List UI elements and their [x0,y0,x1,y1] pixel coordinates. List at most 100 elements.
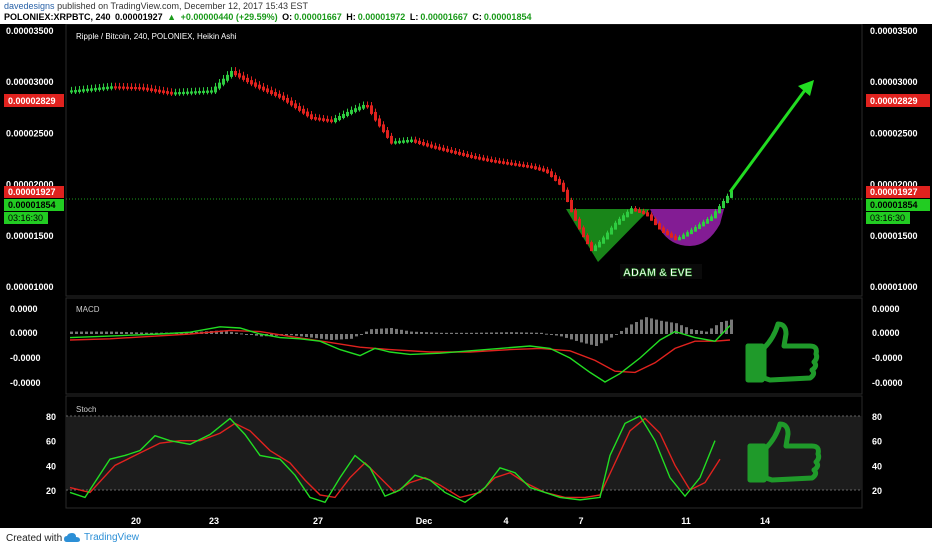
published-text: published on TradingView.com, December 1… [57,1,309,11]
candle-body [202,90,205,94]
thumbs-up-icon [745,321,820,383]
stoch-tick-left: 40 [46,461,56,471]
candle-body [562,182,565,192]
macd-histogram-bar [445,332,448,334]
price-tick-right: 0.00002000 [870,180,918,190]
macd-histogram-bar [365,331,368,334]
stoch-tick-right: 40 [872,461,882,471]
created-with-text: Created with [6,533,63,544]
macd-histogram-bar [215,330,218,334]
chart-svg[interactable]: Ripple / Bitcoin, 240, POLONIEX, Heikin … [0,23,932,528]
candle-body [690,229,693,235]
macd-histogram-bar [80,331,83,334]
price-tick-left: 0.00003000 [6,77,54,87]
price-tick-left: 0.00002500 [6,128,54,138]
candle-body [654,218,657,226]
macd-histogram-bar [630,324,633,334]
macd-histogram-bar [675,323,678,334]
candle-body [306,111,309,117]
candle-body [318,117,321,121]
candle-body [650,214,653,221]
macd-histogram-bar [230,331,233,334]
footer: Created with TradingView [0,528,932,550]
candle-body [586,235,589,245]
macd-histogram-bar [600,334,603,344]
candle-body [570,199,573,213]
macd-histogram-bar [730,319,733,334]
macd-histogram-bar [655,319,658,334]
candle-body [146,87,149,91]
candle-body [310,114,313,120]
candle-body [454,150,457,154]
macd-histogram-bar [140,332,143,334]
candle-body [314,117,317,120]
candle-body [142,87,145,90]
candle-body [278,93,281,98]
candle-body [198,91,201,94]
macd-histogram-bar [705,331,708,334]
header: davedesigns published on TradingView.com… [0,0,932,24]
candle-body [710,216,713,222]
macd-histogram-bar [625,327,628,334]
macd-histogram-bar [460,332,463,334]
price-tick-right: 0.00001500 [870,231,918,241]
macd-histogram-bar [635,322,638,334]
macd-histogram-bar [595,334,598,346]
macd-histogram-bar [415,331,418,334]
thumbs-up-icon [747,421,822,483]
macd-histogram-bar [75,331,78,334]
candle-body [542,168,545,172]
macd-histogram-bar [400,329,403,334]
macd-histogram-bar [545,333,548,335]
candle-body [390,135,393,144]
author-link[interactable]: davedesigns [4,1,55,11]
macd-histogram-bar [570,334,573,340]
candle-body [646,212,649,217]
candle-body [486,158,489,162]
chart-area[interactable]: Ripple / Bitcoin, 240, POLONIEX, Heikin … [0,23,932,528]
symbol: POLONIEX:XRPBTC, 240 [4,12,111,22]
macd-histogram-bar [420,332,423,334]
candle-body [186,91,189,94]
x-tick-label: 14 [760,516,770,526]
candle-body [718,206,721,214]
candle-body [294,103,297,109]
macd-histogram-bar [295,334,298,336]
candle-body [382,124,385,133]
candle-body [638,209,641,213]
candle-body [610,227,613,235]
candle-body [110,86,113,89]
stoch-tick-left: 60 [46,437,56,447]
open-value: 0.00001667 [294,12,342,22]
tradingview-logo[interactable]: TradingView [64,531,184,547]
macd-histogram-bar [350,334,353,339]
candle-body [574,210,577,221]
candle-body [358,106,361,111]
candle-body [262,86,265,91]
macd-histogram-bar [720,322,723,334]
candle-body [158,89,161,93]
macd-histogram-bar [615,334,618,335]
x-tick-label: 4 [503,516,508,526]
macd-histogram-bar [435,332,438,334]
candle-body [462,152,465,156]
macd-histogram-bar [710,328,713,334]
candle-body [686,232,689,237]
macd-histogram-bar [450,332,453,334]
candle-body [430,144,433,148]
candle-body [422,142,425,146]
price-tick-left: 0.00003500 [6,26,54,36]
macd-histogram-bar [585,334,588,344]
candle-body [714,211,717,219]
candle-body [242,75,245,80]
candle-body [290,100,293,106]
macd-histogram-bar [495,332,498,334]
up-arrow-head-icon [798,80,814,96]
macd-histogram-bar [680,325,683,334]
candle-body [522,164,525,167]
macd-histogram-bar [185,332,188,334]
close-price-tag [4,199,64,211]
candle-body [442,147,445,151]
macd-histogram-bar [120,331,123,334]
candle-body [82,89,85,92]
